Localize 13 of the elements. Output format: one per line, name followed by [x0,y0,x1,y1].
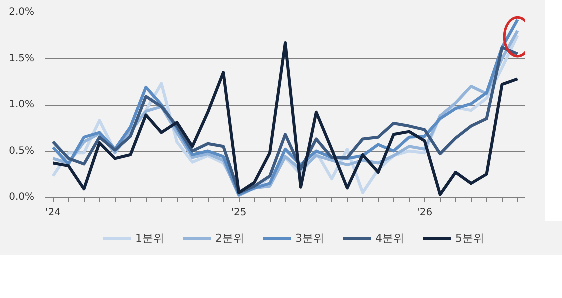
y-tick-label: 0.5% [9,146,34,157]
legend-label: 2분위 [216,230,244,246]
legend-label: 3분위 [296,230,324,246]
y-tick-label: 1.0% [9,100,34,110]
legend-label: 5분위 [456,230,484,246]
y-tick-label: 1.5% [9,53,34,64]
x-tick-label: '25 [231,208,247,218]
x-tick-label: '26 [417,208,433,218]
legend-label: 4분위 [376,230,404,246]
y-tick-label: 0.0% [9,192,34,203]
x-tick-label: '24 [46,208,61,218]
y-tick-label: 2.0% [9,7,34,18]
legend-label: 1분위 [136,230,164,246]
